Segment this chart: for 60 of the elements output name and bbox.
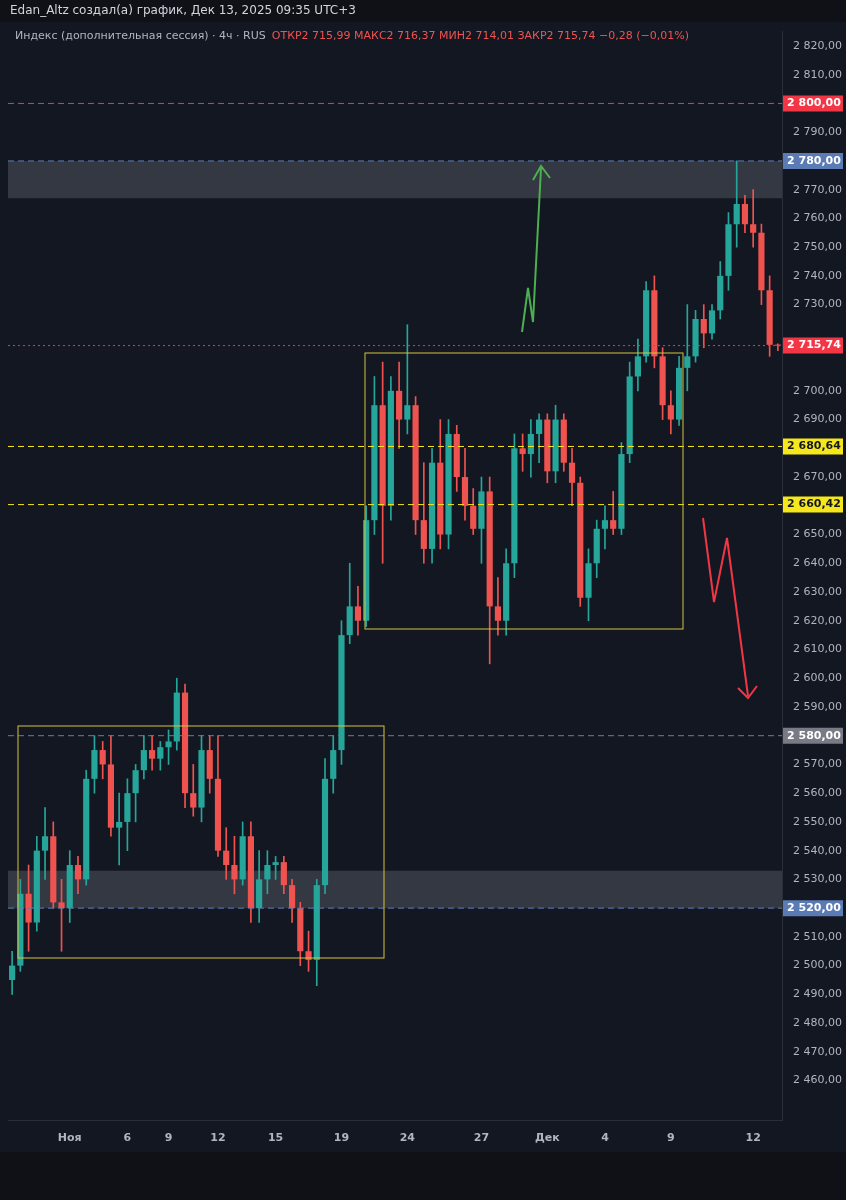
x-tick-label: Ноя — [57, 1131, 82, 1145]
y-tick-label: 2 510,00 — [793, 929, 842, 943]
y-tick-label: 2 600,00 — [793, 671, 842, 685]
y-tick-label: 2 590,00 — [793, 699, 842, 713]
x-tick-label: 9 — [667, 1131, 675, 1145]
y-tick-label: 2 530,00 — [793, 872, 842, 886]
y-tick-label: 2 740,00 — [793, 268, 842, 282]
y-tick-label: 2 490,00 — [793, 987, 842, 1001]
y-tick-label: 2 760,00 — [793, 211, 842, 225]
candlestick — [223, 827, 230, 880]
candlestick — [116, 792, 123, 866]
y-tick-label: 2 480,00 — [793, 1015, 842, 1029]
x-tick-label: 19 — [333, 1131, 350, 1145]
y-tick-label: 2 550,00 — [793, 814, 842, 828]
y-tick-label: 2 470,00 — [793, 1044, 842, 1058]
chart-title: Индекс (дополнительная сессия) · 4ч · RUS — [15, 29, 266, 42]
y-tick-label: 2 810,00 — [793, 67, 842, 81]
x-tick-label: Дек — [534, 1131, 561, 1145]
ref-line-label: 2 780,00 — [787, 153, 842, 167]
y-tick-label: 2 820,00 — [793, 38, 842, 52]
y-tick-label: 2 790,00 — [793, 125, 842, 139]
y-tick-label: 2 640,00 — [793, 556, 842, 570]
x-tick-label: 12 — [745, 1131, 761, 1145]
x-tick-label: 9 — [164, 1131, 173, 1145]
y-tick-label: 2 560,00 — [793, 786, 842, 800]
y-tick-label: 2 730,00 — [793, 297, 842, 311]
candlestick — [684, 304, 691, 392]
y-tick-label: 2 690,00 — [793, 412, 842, 426]
ref-line-label: 2 580,00 — [787, 728, 842, 742]
y-tick-label: 2 650,00 — [793, 527, 842, 541]
y-tick-label: 2 540,00 — [793, 843, 842, 857]
y-tick-label: 2 700,00 — [793, 383, 842, 397]
y-tick-label: 2 670,00 — [793, 469, 842, 483]
chart-subtitle: ОТКР2 715,99 МАКС2 716,37 МИН2 714,01 ЗАКР2 715,74 −0,28 (−0,01%) — [271, 29, 689, 42]
x-tick-label: 4 — [601, 1131, 610, 1145]
x-tick-label: 12 — [210, 1131, 226, 1145]
x-tick-label: 6 — [123, 1131, 132, 1145]
y-tick-label: 2 610,00 — [793, 642, 842, 656]
x-tick-label: 27 — [473, 1131, 490, 1145]
candlestick — [601, 505, 609, 550]
ref-line-label: 2 800,00 — [787, 96, 842, 110]
y-tick-label: 2 460,00 — [793, 1073, 842, 1087]
x-tick-label: 15 — [267, 1131, 284, 1145]
text: Edan_Altz создал(а) график, Дек 13, 2025 09:35 UTC+3 — [10, 3, 356, 17]
candlestick — [149, 735, 156, 771]
ref-line-label: 2 660,42 — [787, 497, 841, 511]
ref-line-label: 2 680,64 — [787, 439, 842, 453]
x-tick-label: 24 — [399, 1131, 416, 1145]
y-tick-label: 2 500,00 — [793, 958, 842, 972]
y-tick-label: 2 570,00 — [793, 757, 842, 771]
y-tick-label: 2 770,00 — [793, 182, 842, 196]
y-tick-label: 2 620,00 — [793, 613, 842, 627]
candlestick — [610, 491, 617, 535]
ref-line-label: 2 520,00 — [787, 900, 842, 914]
candlestick — [733, 160, 740, 248]
candlestick — [41, 807, 49, 880]
y-tick-label: 2 750,00 — [793, 240, 842, 253]
y-tick-label: 2 630,00 — [793, 584, 842, 598]
ref-line-label: 2 715,74 — [787, 338, 842, 352]
candlestick — [750, 189, 757, 248]
